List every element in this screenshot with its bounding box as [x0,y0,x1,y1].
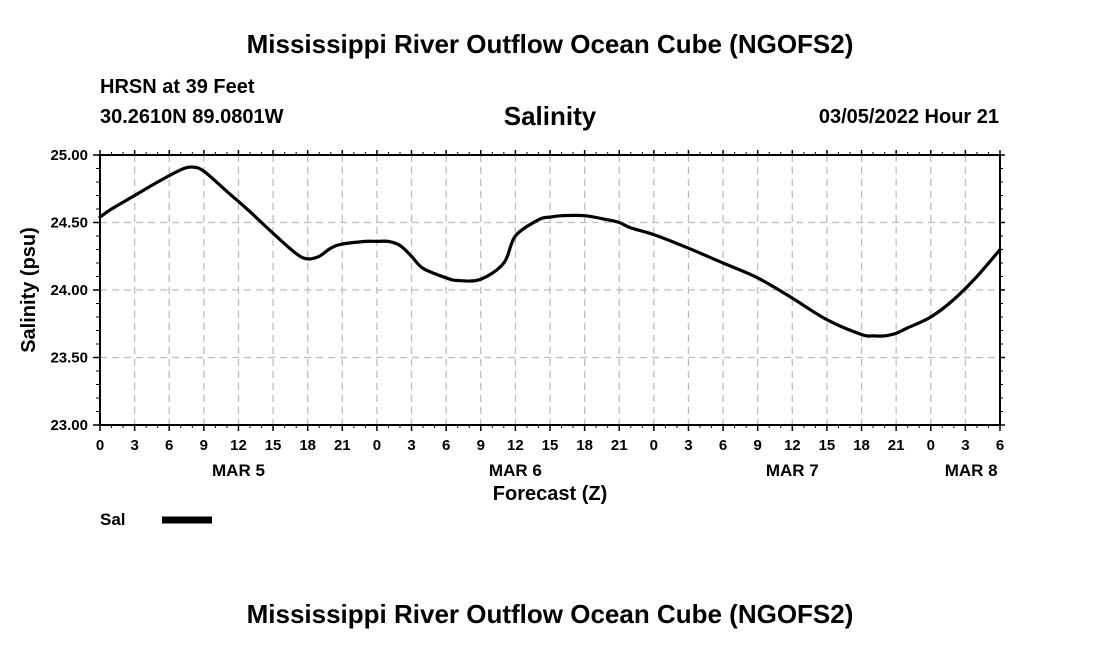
x-date-label: MAR 8 [945,461,998,480]
x-tick-label: 3 [684,437,692,454]
x-tick-label: 18 [576,437,593,454]
y-tick-label: 24.50 [50,215,88,232]
x-tick-label: 0 [373,437,381,454]
x-tick-label: 0 [96,437,104,454]
x-tick-label: 15 [542,437,559,454]
x-tick-label: 18 [853,437,870,454]
forecast-datetime: 03/05/2022 Hour 21 [818,106,999,128]
station-coordinates: 30.2610N 89.0801W [100,106,284,128]
x-tick-label: 9 [754,437,762,454]
y-tick-label: 24.00 [50,282,88,299]
x-tick-label: 6 [996,437,1004,454]
x-tick-label: 3 [130,437,138,454]
x-tick-label: 21 [334,437,351,454]
x-tick-label: 18 [299,437,316,454]
y-axis-title: Salinity (psu) [18,227,40,353]
x-date-label: MAR 5 [212,461,265,480]
x-tick-label: 15 [265,437,282,454]
station-label: HRSN at 39 Feet [100,76,255,98]
x-tick-label: 21 [611,437,628,454]
chart-title: Salinity [503,101,597,131]
legend-label-sal: Sal [100,510,126,529]
y-tick-label: 25.00 [50,147,88,164]
x-tick-label: 15 [819,437,836,454]
axis-label-layer: 0 3 6 9 12 15 18 21 0 3 6 9 12 15 18 21 0 3 6 9 12 15 18 21 0 3 6 2… [50,147,1004,480]
x-tick-label: 9 [200,437,208,454]
x-tick-label: 21 [888,437,905,454]
x-tick-label: 12 [784,437,801,454]
x-tick-label: 6 [165,437,173,454]
x-tick-label: 0 [927,437,935,454]
x-tick-label: 3 [407,437,415,454]
x-tick-label: 6 [442,437,450,454]
tick-layer [93,150,1005,431]
x-tick-label: 12 [230,437,247,454]
x-tick-label: 0 [650,437,658,454]
grid-layer [100,155,1000,425]
footer-title: Mississippi River Outflow Ocean Cube (NG… [246,599,854,629]
y-tick-label: 23.50 [50,350,88,367]
x-tick-label: 3 [961,437,969,454]
series-line-sal [98,165,1002,338]
x-date-label: MAR 6 [489,461,542,480]
x-tick-label: 6 [719,437,727,454]
y-tick-label: 23.00 [50,417,88,434]
x-axis-title: Forecast (Z) [493,483,607,505]
main-title: Mississippi River Outflow Ocean Cube (NG… [246,29,854,59]
x-tick-label: 12 [507,437,524,454]
x-date-label: MAR 7 [766,461,819,480]
x-tick-label: 9 [477,437,485,454]
